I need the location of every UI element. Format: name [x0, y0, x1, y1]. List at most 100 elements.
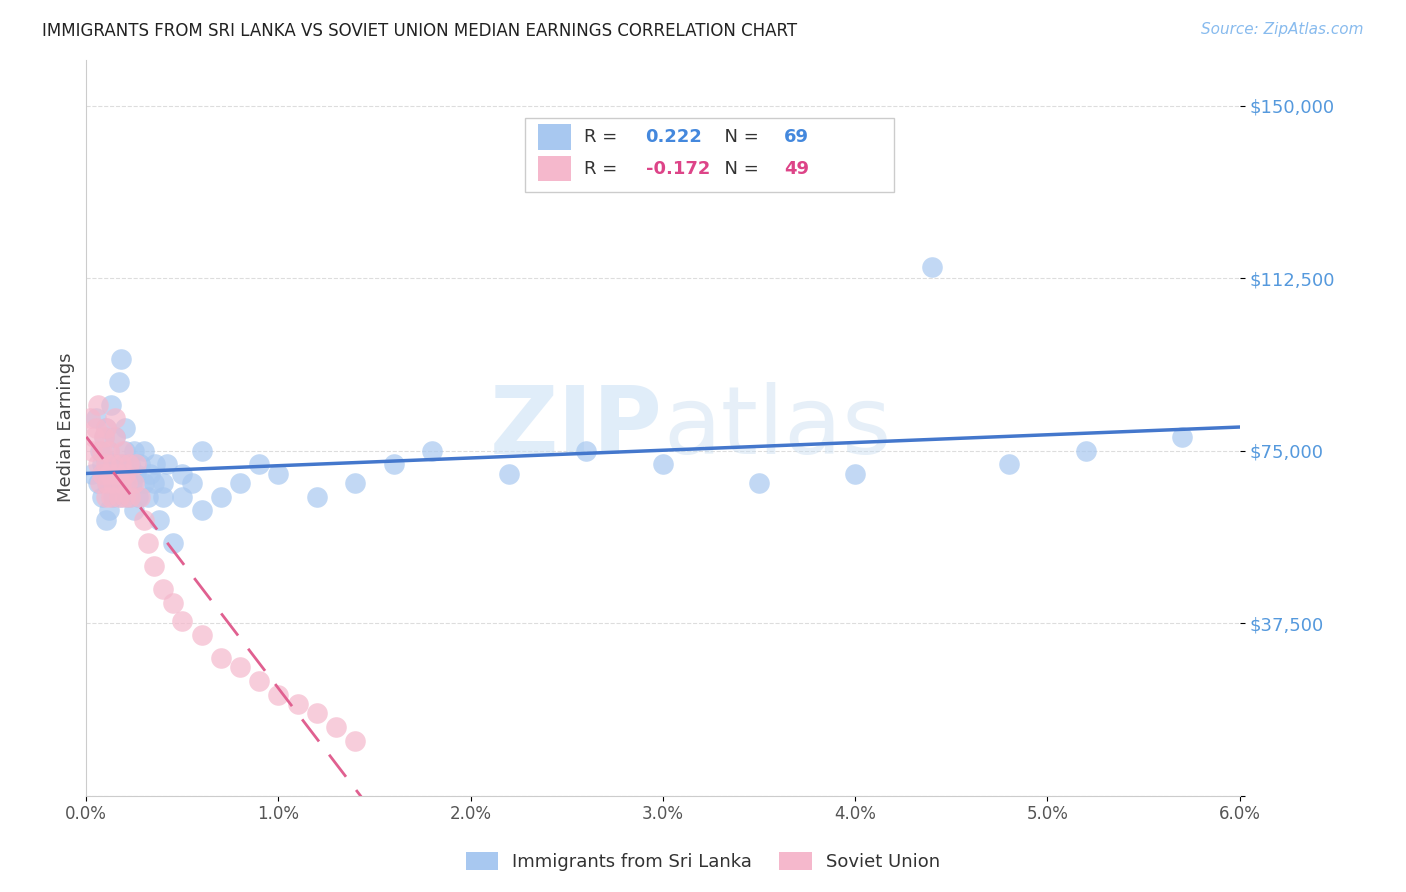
Point — [152, 582, 174, 596]
Point — [344, 733, 367, 747]
Text: Source: ZipAtlas.com: Source: ZipAtlas.com — [1201, 22, 1364, 37]
Point — [267, 688, 290, 702]
Point — [114, 467, 136, 481]
Point — [420, 443, 443, 458]
Text: R =: R = — [585, 128, 623, 146]
Point — [100, 490, 122, 504]
Point — [247, 458, 270, 472]
Point — [105, 467, 128, 481]
Point — [117, 490, 139, 504]
Point — [80, 467, 103, 481]
Point — [921, 260, 943, 274]
Point — [90, 490, 112, 504]
Point — [114, 443, 136, 458]
Point — [94, 453, 117, 467]
Point — [104, 475, 127, 490]
Text: 0.222: 0.222 — [645, 128, 703, 146]
Point — [105, 458, 128, 472]
Point — [127, 490, 149, 504]
Point — [90, 467, 112, 481]
Point — [209, 650, 232, 665]
Point — [145, 458, 167, 472]
Point — [267, 467, 290, 481]
Point — [111, 443, 134, 458]
Point — [90, 458, 112, 472]
Point — [129, 490, 152, 504]
Point — [100, 398, 122, 412]
Text: 69: 69 — [785, 128, 808, 146]
Point — [136, 535, 159, 549]
Point — [142, 558, 165, 573]
Point — [103, 475, 125, 490]
Point — [94, 420, 117, 434]
Point — [87, 475, 110, 490]
Point — [156, 458, 179, 472]
Point — [190, 503, 212, 517]
Point — [108, 375, 131, 389]
Point — [100, 467, 122, 481]
Point — [651, 458, 673, 472]
Point — [110, 458, 132, 472]
Point — [287, 697, 309, 711]
Point — [136, 490, 159, 504]
Point — [172, 490, 194, 504]
Point — [305, 490, 328, 504]
Point — [98, 443, 121, 458]
Point — [110, 351, 132, 366]
Point — [115, 467, 138, 481]
Text: N =: N = — [713, 160, 763, 178]
Point — [125, 458, 148, 472]
Point — [84, 411, 107, 425]
Point — [132, 513, 155, 527]
Point — [121, 475, 143, 490]
Point — [90, 443, 112, 458]
Point — [98, 443, 121, 458]
Point — [93, 430, 115, 444]
Point — [87, 458, 110, 472]
Point — [229, 475, 252, 490]
Point — [93, 430, 115, 444]
Text: IMMIGRANTS FROM SRI LANKA VS SOVIET UNION MEDIAN EARNINGS CORRELATION CHART: IMMIGRANTS FROM SRI LANKA VS SOVIET UNIO… — [42, 22, 797, 40]
Point — [103, 458, 125, 472]
Point — [162, 535, 184, 549]
Point — [120, 458, 142, 472]
Point — [94, 420, 117, 434]
Point — [114, 420, 136, 434]
Point — [110, 490, 132, 504]
Point — [1171, 430, 1194, 444]
Point — [124, 443, 146, 458]
Point — [998, 458, 1021, 472]
Point — [132, 443, 155, 458]
Point — [83, 430, 105, 444]
Text: ZIP: ZIP — [491, 382, 662, 474]
Point — [110, 475, 132, 490]
Point — [229, 660, 252, 674]
Point — [111, 458, 134, 472]
Text: N =: N = — [713, 128, 763, 146]
Point — [96, 475, 118, 490]
Point — [89, 475, 111, 490]
Point — [575, 443, 598, 458]
Text: 49: 49 — [785, 160, 808, 178]
Point — [104, 430, 127, 444]
Point — [344, 475, 367, 490]
Point — [172, 467, 194, 481]
Point — [80, 443, 103, 458]
Point — [148, 513, 170, 527]
Point — [172, 614, 194, 628]
Point — [117, 458, 139, 472]
Point — [115, 475, 138, 490]
Point — [748, 475, 770, 490]
Point — [98, 503, 121, 517]
Point — [132, 475, 155, 490]
Point — [124, 503, 146, 517]
Point — [79, 411, 101, 425]
Point — [190, 443, 212, 458]
Bar — [538, 124, 571, 150]
Point — [114, 490, 136, 504]
Point — [247, 673, 270, 688]
Point — [96, 475, 118, 490]
Point — [142, 475, 165, 490]
Point — [138, 467, 160, 481]
Point — [305, 706, 328, 720]
